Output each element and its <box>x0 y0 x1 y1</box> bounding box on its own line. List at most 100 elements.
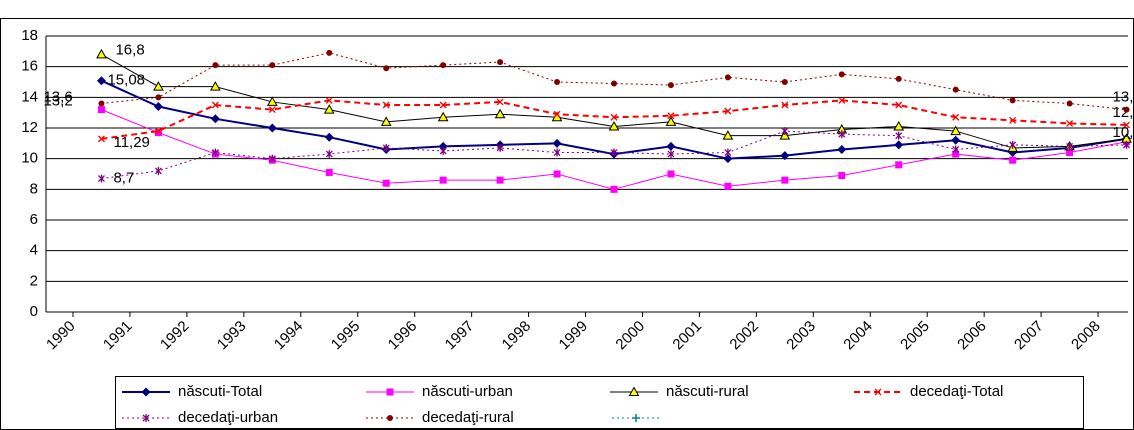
point <box>838 71 845 78</box>
point <box>211 148 219 157</box>
point <box>894 140 904 150</box>
x-tick-label: 1996 <box>385 318 421 354</box>
point <box>1066 149 1074 157</box>
data-label: 10,9 <box>1113 124 1134 141</box>
point <box>724 182 732 190</box>
point <box>667 112 675 120</box>
point <box>497 59 504 66</box>
point <box>155 94 162 101</box>
point <box>610 185 618 193</box>
series-line <box>101 53 1127 149</box>
legend-marker <box>386 388 394 396</box>
point <box>383 65 390 72</box>
point <box>96 48 107 59</box>
point <box>781 127 789 136</box>
point <box>153 102 163 112</box>
x-tick-label: 2003 <box>783 318 819 354</box>
data-label: 12,2 <box>1113 104 1134 121</box>
point <box>1123 140 1130 149</box>
point <box>154 166 162 175</box>
point <box>667 82 674 89</box>
y-tick-label: 8 <box>30 180 38 197</box>
point <box>780 151 790 161</box>
x-tick-label: 1992 <box>157 318 193 354</box>
point <box>667 150 675 159</box>
point <box>895 131 903 140</box>
x-tick-label: 2001 <box>669 318 705 354</box>
point <box>96 76 106 86</box>
point <box>553 148 561 157</box>
point <box>779 130 791 140</box>
point <box>895 75 902 82</box>
point <box>952 113 960 121</box>
point <box>895 101 903 109</box>
point <box>838 172 846 180</box>
y-tick-label: 0 <box>30 303 38 320</box>
point <box>268 154 276 163</box>
y-tick-label: 18 <box>21 27 38 44</box>
point <box>781 79 788 85</box>
point <box>952 150 960 158</box>
x-tick-label: 1994 <box>271 318 307 354</box>
point <box>323 104 335 114</box>
point <box>1009 140 1017 149</box>
point <box>1066 100 1073 107</box>
point <box>382 101 390 109</box>
y-tick-label: 14 <box>21 88 38 105</box>
point <box>552 138 562 148</box>
point <box>496 143 504 152</box>
point <box>325 150 333 159</box>
point <box>210 114 220 124</box>
point <box>1009 156 1017 164</box>
x-tick-label: 1993 <box>214 318 250 354</box>
x-tick-label: 2007 <box>1011 318 1047 354</box>
point <box>951 135 961 145</box>
point <box>439 101 447 109</box>
legend-marker <box>141 387 151 397</box>
legend-label: născuti-urban <box>422 383 513 400</box>
point <box>269 62 276 69</box>
point <box>610 113 618 121</box>
legend-marker <box>874 388 882 396</box>
point <box>611 80 617 87</box>
point <box>553 170 561 178</box>
x-tick-label: 2000 <box>612 318 648 354</box>
point <box>1066 142 1074 151</box>
point <box>838 130 846 139</box>
point <box>154 127 162 135</box>
point <box>98 135 105 143</box>
point <box>665 116 677 126</box>
point <box>496 98 504 106</box>
point <box>326 49 333 56</box>
series-line <box>101 79 1127 160</box>
point <box>1009 116 1017 124</box>
data-label: 15,08 <box>107 72 145 89</box>
x-tick-label: 1997 <box>442 318 478 354</box>
point <box>722 130 734 140</box>
x-tick-label: 1998 <box>499 318 535 354</box>
point <box>439 147 447 155</box>
legend-frame <box>115 376 1084 429</box>
data-label: 8,7 <box>113 170 134 187</box>
y-tick-label: 4 <box>30 242 38 259</box>
legend-label: decedaţi-rural <box>422 409 514 426</box>
legend-marker <box>142 414 150 422</box>
x-tick-label: 1990 <box>43 318 79 354</box>
legend-label: decedaţi-urban <box>178 409 278 426</box>
series-line <box>101 99 1127 140</box>
point <box>952 86 959 93</box>
point <box>724 74 731 81</box>
x-tick-label: 1991 <box>100 318 136 354</box>
x-tick-label: 2006 <box>954 318 990 354</box>
point <box>723 154 733 164</box>
point <box>440 62 447 69</box>
legend-marker <box>628 386 640 396</box>
legend-marker <box>387 415 393 421</box>
point <box>952 145 960 154</box>
y-tick-label: 12 <box>21 119 38 136</box>
x-tick-label: 2005 <box>897 318 933 354</box>
point <box>97 106 105 114</box>
data-label: 11,29 <box>113 134 149 151</box>
legend-label: născuti-Total <box>178 383 262 400</box>
